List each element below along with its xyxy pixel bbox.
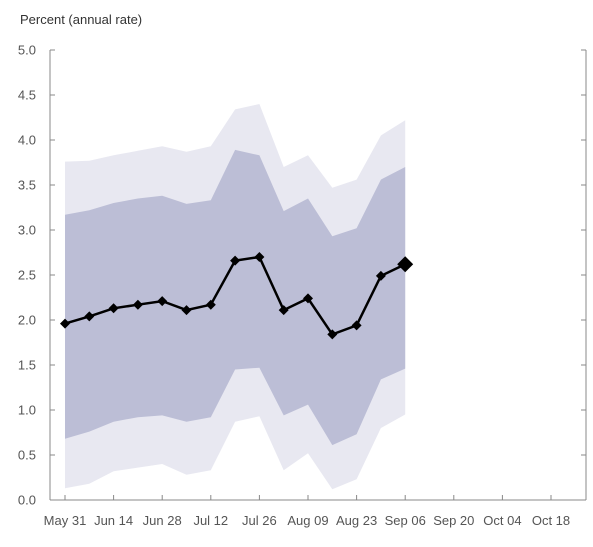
estimate-point xyxy=(60,318,70,329)
y-tick-label: 4.5 xyxy=(18,88,36,103)
x-tick-label: Aug 09 xyxy=(287,513,328,528)
latest-estimate-point xyxy=(397,256,414,273)
axes: 0.0 0.5 1.0 1.5 2.0 2.5 3.0 3.5 4.0 4.5 5.0 May 31 J… xyxy=(18,43,587,528)
x-tick-label: May 31 xyxy=(44,513,87,528)
y-tick-label: 1.5 xyxy=(18,358,36,373)
estimate-point xyxy=(351,320,362,331)
confidence-band-2 xyxy=(65,149,406,446)
x-tick-label: Oct 18 xyxy=(532,513,570,528)
y-tick-label: 0.0 xyxy=(18,493,36,508)
y-tick-label: 3.5 xyxy=(18,178,36,193)
y-tick-label: 4.0 xyxy=(18,133,36,148)
y-axis-label: Percent (annual rate) xyxy=(20,12,142,27)
x-tick-label: Sep 06 xyxy=(385,513,426,528)
x-tick-label: Oct 04 xyxy=(483,513,521,528)
confidence-bands xyxy=(65,104,406,490)
estimate-point xyxy=(327,329,338,340)
x-tick-label: Jun 28 xyxy=(143,513,182,528)
y-tick-label: 5.0 xyxy=(18,43,36,58)
estimate-point xyxy=(181,305,192,316)
x-tick-label: Sep 20 xyxy=(433,513,474,528)
y-tick-label: 1.0 xyxy=(18,403,36,418)
estimate-point xyxy=(375,270,386,281)
x-tick-label: Jul 26 xyxy=(242,513,277,528)
estimate-point xyxy=(230,255,241,266)
x-tick-label: Jun 14 xyxy=(94,513,133,528)
estimate-point xyxy=(132,299,143,310)
estimate-point xyxy=(205,299,216,310)
y-tick-label: 3.0 xyxy=(18,223,36,238)
x-tick-label: Aug 23 xyxy=(336,513,377,528)
estimate-point xyxy=(84,311,95,322)
y-tick-label: 0.5 xyxy=(18,448,36,463)
estimate-series xyxy=(60,252,414,340)
estimate-point xyxy=(254,252,265,262)
y-tick-label: 2.5 xyxy=(18,268,36,283)
estimate-point xyxy=(278,305,289,316)
estimate-point xyxy=(157,296,168,307)
y-tick-label: 2.0 xyxy=(18,313,36,328)
estimate-point xyxy=(108,303,119,314)
estimate-point xyxy=(303,293,313,304)
x-tick-label: Jul 12 xyxy=(193,513,228,528)
